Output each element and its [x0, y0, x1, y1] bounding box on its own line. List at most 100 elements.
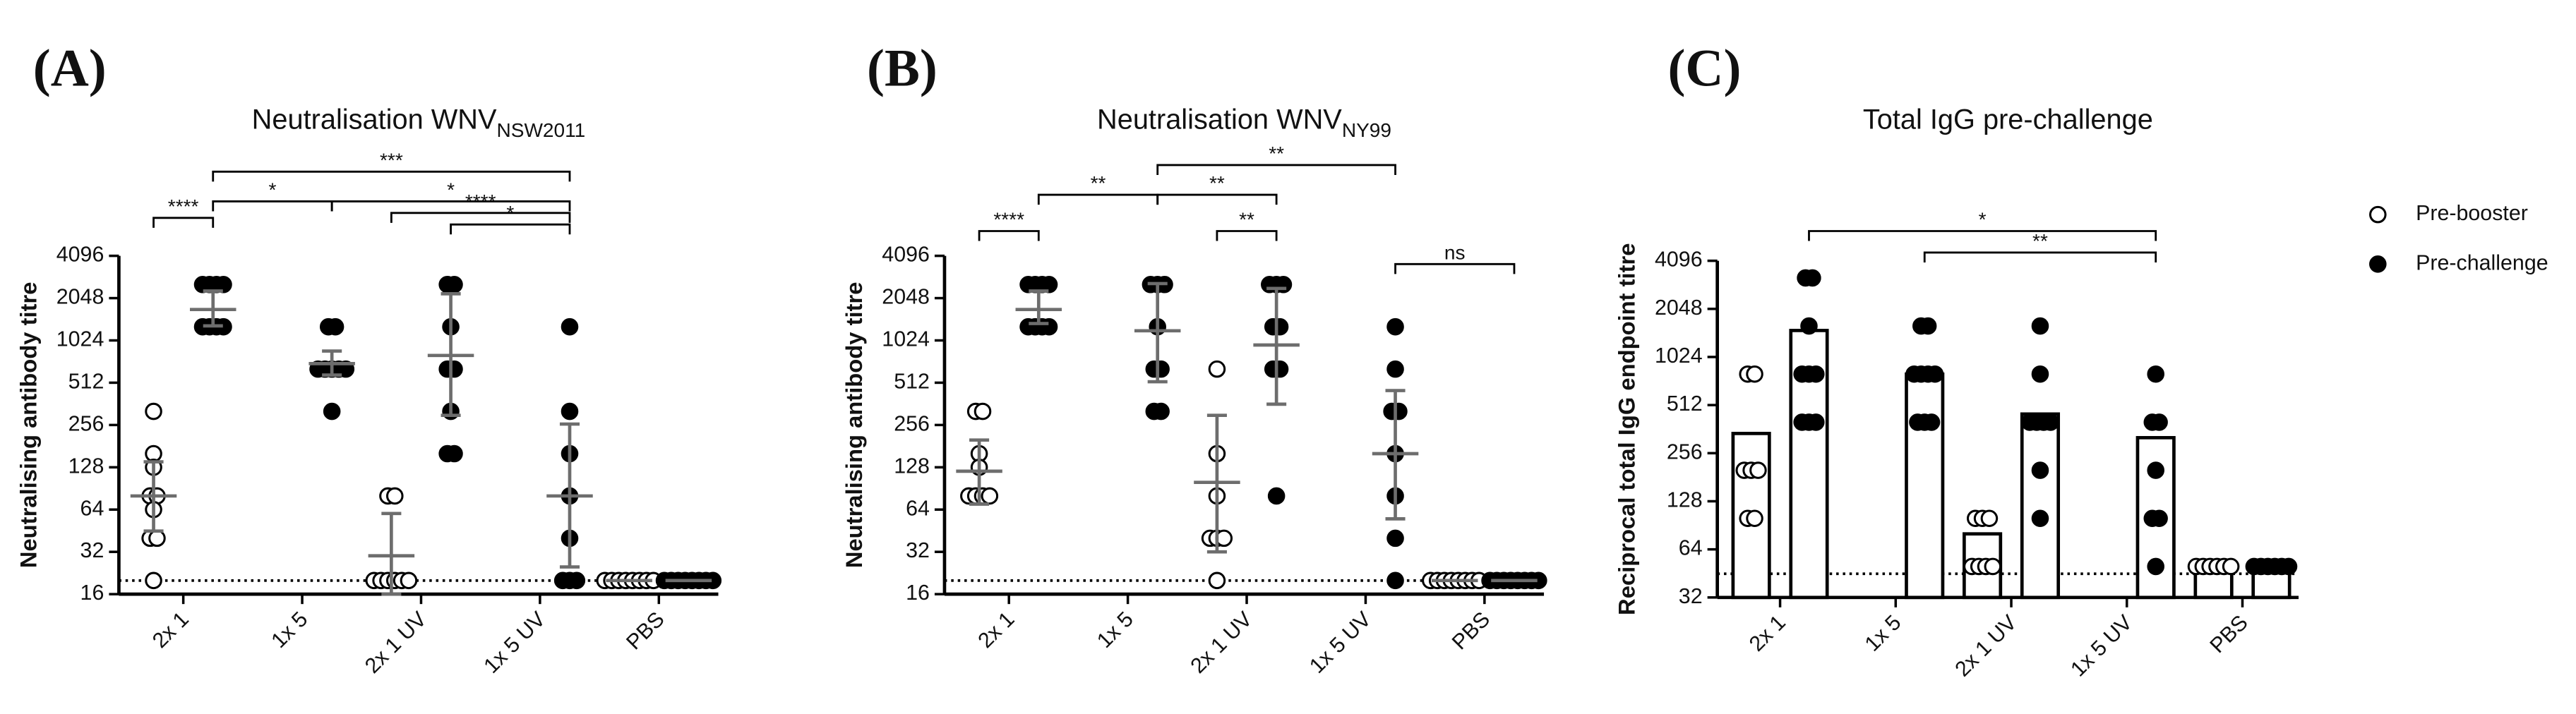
y-tick-label: 32	[906, 538, 930, 562]
data-point	[1386, 571, 1404, 590]
significance-bracket	[1156, 193, 1278, 205]
significance-bracket	[212, 170, 571, 182]
data-point	[1208, 571, 1226, 590]
panel-label: (A)	[33, 40, 107, 98]
significance-bracket	[978, 230, 1040, 241]
x-tick-label: 1x 5 UV	[479, 607, 551, 678]
data-point	[1919, 317, 1937, 335]
significance-label: *	[506, 202, 514, 224]
data-point	[1386, 360, 1404, 378]
significance-bracket	[330, 200, 571, 212]
data-point	[2147, 461, 2164, 479]
x-tick-label: 1x 5 UV	[1305, 607, 1376, 678]
data-point	[1980, 509, 1999, 528]
bar	[2020, 412, 2061, 600]
data-point	[1040, 317, 1058, 336]
y-tick-label: 256	[68, 411, 104, 435]
y-tick-label: 128	[68, 454, 104, 478]
y-axis-label: Neutralising antibody titre	[15, 282, 41, 569]
y-tick-label: 4096	[882, 243, 930, 267]
significance-label: ***	[380, 149, 403, 171]
y-tick-label: 16	[80, 581, 104, 605]
data-point	[145, 402, 162, 420]
data-point	[2031, 509, 2049, 528]
y-tick-label: 1024	[56, 327, 104, 351]
x-tick-label: 1x 5	[1092, 607, 1138, 653]
data-point	[445, 444, 463, 463]
x-tick-label: PBS	[1447, 607, 1494, 654]
significance-label: *	[447, 178, 455, 200]
data-point	[568, 571, 586, 590]
title-main: Neutralisation WNV	[1097, 104, 1342, 135]
title-main: Neutralisation WNV	[252, 104, 497, 135]
significance-label: **	[1239, 209, 1254, 231]
y-tick-label: 512	[1667, 392, 1703, 416]
data-point	[981, 487, 999, 505]
data-point	[1208, 360, 1226, 378]
data-point	[2031, 461, 2049, 479]
x-tick-label: 2x 1	[1744, 610, 1790, 656]
significance-label: ****	[465, 190, 496, 212]
data-point	[561, 317, 579, 336]
data-point	[2147, 365, 2164, 383]
chart-title: Neutralisation WNVNY99	[1097, 104, 1391, 142]
y-tick-label: 4096	[1655, 248, 1703, 272]
significance-label: ****	[993, 209, 1024, 231]
y-tick-label: 64	[906, 496, 930, 520]
y-tick-label: 128	[894, 454, 930, 478]
x-tick-label: 1x 5 UV	[2066, 610, 2138, 682]
data-point	[2280, 557, 2298, 576]
y-tick-label: 2048	[56, 285, 104, 309]
data-point	[2150, 509, 2168, 528]
legend-marker	[2369, 205, 2387, 224]
y-tick-label: 16	[906, 581, 930, 605]
data-point	[1271, 360, 1289, 378]
data-point	[1807, 413, 1825, 431]
x-tick-label: 1x 5	[1860, 610, 1906, 656]
y-tick-label: 64	[1679, 536, 1703, 560]
data-point	[215, 275, 232, 294]
x-tick-label: PBS	[2205, 610, 2253, 658]
significance-label: **	[1209, 172, 1225, 194]
data-point	[2031, 365, 2049, 383]
title-main: Total IgG pre-challenge	[1863, 104, 2153, 135]
data-point	[1922, 413, 1941, 431]
y-tick-label: 128	[1667, 488, 1703, 512]
significance-label: *	[1979, 209, 1987, 231]
data-point	[1267, 487, 1286, 505]
data-point	[1271, 317, 1289, 336]
data-point	[145, 571, 162, 590]
data-point	[1040, 275, 1058, 294]
y-tick-label: 1024	[882, 327, 930, 351]
x-tick-label: 2x 1 UV	[1186, 607, 1257, 678]
data-point	[1749, 461, 1767, 479]
x-tick-label: 2x 1	[148, 607, 193, 653]
data-point	[400, 571, 418, 590]
y-tick-label: 64	[80, 496, 104, 520]
significance-label: ns	[1444, 241, 1466, 263]
significance-label: **	[2032, 230, 2048, 252]
significance-bracket	[1808, 230, 2157, 241]
significance-bracket	[1037, 193, 1159, 205]
significance-bracket	[1216, 230, 1278, 241]
data-point	[1926, 365, 1944, 383]
title-sub: NSW2011	[497, 119, 586, 141]
data-point	[1386, 529, 1404, 547]
y-tick-label: 32	[80, 538, 104, 562]
x-tick-label: PBS	[622, 607, 669, 654]
panel-label: (C)	[1667, 40, 1741, 98]
significance-bracket	[390, 212, 571, 223]
data-point	[1800, 317, 1818, 335]
data-point	[1807, 365, 1825, 383]
y-tick-label: 32	[1679, 584, 1703, 608]
significance-bracket	[450, 223, 571, 235]
x-tick-label: 2x 1 UV	[1951, 610, 2022, 682]
data-point	[385, 487, 404, 505]
data-point	[561, 402, 579, 420]
data-point	[1386, 317, 1404, 336]
data-point	[323, 402, 341, 420]
data-point	[326, 317, 345, 336]
significance-bracket	[152, 217, 215, 228]
legend-label: Pre-challenge	[2416, 250, 2548, 274]
